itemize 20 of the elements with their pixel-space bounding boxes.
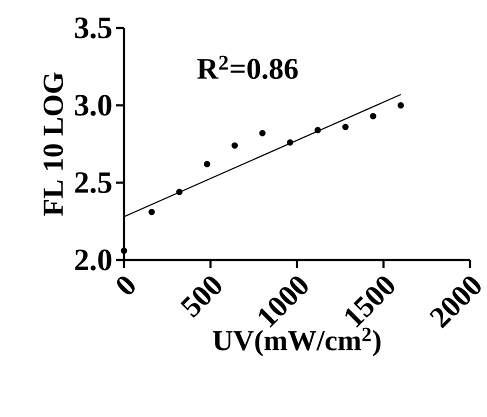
y-tick-label: 2.0 — [75, 250, 112, 270]
point — [314, 126, 321, 134]
point — [259, 130, 266, 136]
x-tick-label: 0 — [117, 276, 135, 294]
y-tick-label: 3.0 — [75, 94, 112, 116]
point — [342, 124, 349, 130]
y-tick-label: 2.5 — [75, 172, 112, 194]
point — [398, 102, 404, 109]
annotation: R$^{2}$=0.86 — [197, 56, 298, 80]
point — [120, 248, 128, 254]
point — [176, 188, 183, 196]
y-tick-label: 3.5 — [75, 18, 112, 38]
y-axis-title: FL 10 LOG — [44, 72, 64, 216]
point — [232, 142, 238, 149]
x-axis-title: UV(mW/cm$^{2}$) — [212, 328, 380, 356]
point — [148, 208, 155, 216]
x-tick-label: 500 — [180, 276, 222, 318]
point — [204, 160, 210, 168]
point — [286, 139, 294, 146]
point — [370, 112, 376, 120]
